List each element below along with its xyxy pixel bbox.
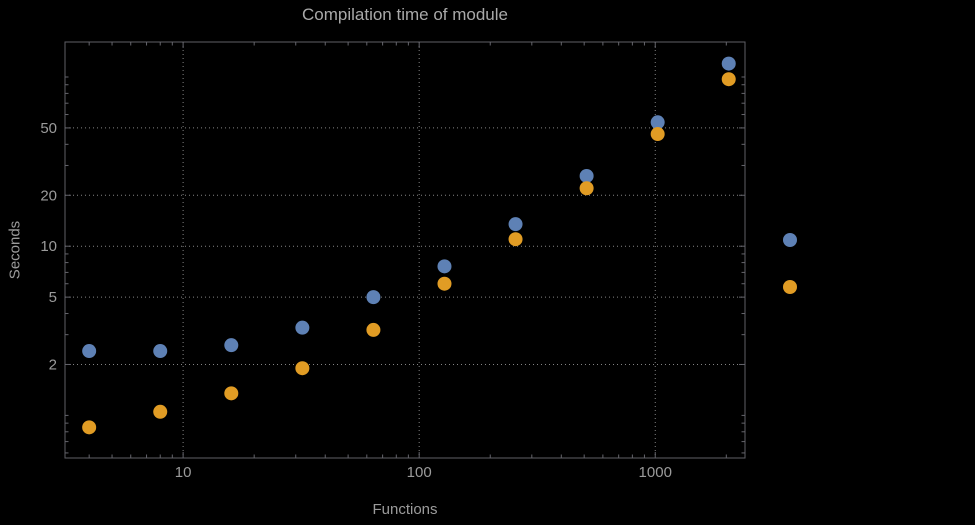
legend-marker xyxy=(783,233,797,247)
y-axis-label: Seconds xyxy=(6,220,24,280)
data-point-series-1 xyxy=(721,56,736,71)
y-tick-label: 10 xyxy=(40,238,57,255)
y-tick-label: 20 xyxy=(40,187,57,204)
y-tick-label: 5 xyxy=(49,289,57,306)
data-point-series-2 xyxy=(437,276,452,291)
x-tick-label: 10 xyxy=(175,464,192,481)
data-point-series-2 xyxy=(82,420,97,435)
data-point-series-1 xyxy=(437,259,452,274)
data-point-series-2 xyxy=(650,127,665,142)
y-tick-label: 2 xyxy=(49,356,57,373)
data-point-series-1 xyxy=(508,217,523,232)
data-point-series-1 xyxy=(295,320,310,335)
y-tick-label: 50 xyxy=(40,120,57,137)
data-point-series-1 xyxy=(366,290,381,305)
legend-marker xyxy=(783,280,797,294)
data-point-series-2 xyxy=(508,232,523,247)
x-axis-label: Functions xyxy=(372,501,438,518)
data-point-series-1 xyxy=(579,168,594,183)
data-point-series-2 xyxy=(224,386,239,401)
plot-frame xyxy=(64,41,746,459)
chart-title: Compilation time of module xyxy=(302,5,508,24)
data-point-series-2 xyxy=(579,181,594,196)
data-point-series-2 xyxy=(295,361,310,376)
data-point-series-2 xyxy=(721,72,736,87)
data-point-series-1 xyxy=(153,344,168,359)
x-tick-label: 100 xyxy=(407,464,432,481)
data-point-series-2 xyxy=(366,322,381,337)
data-point-series-1 xyxy=(82,344,97,359)
data-point-series-1 xyxy=(224,338,239,353)
data-point-series-2 xyxy=(153,404,168,419)
x-tick-label: 1000 xyxy=(639,464,672,481)
data-point-series-1 xyxy=(650,115,665,130)
